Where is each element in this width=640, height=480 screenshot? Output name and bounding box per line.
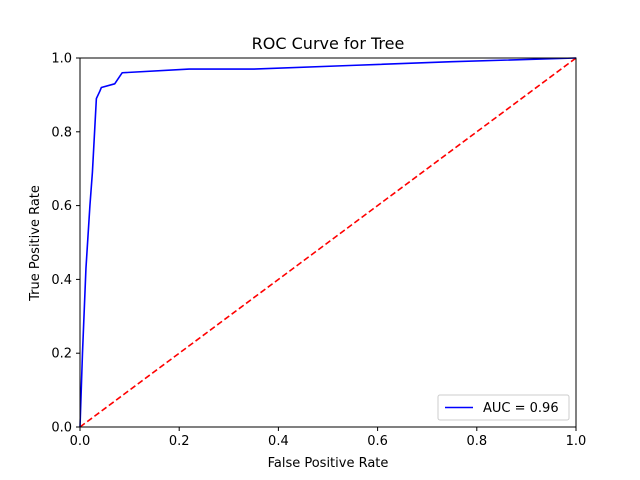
roc-curve-line (79, 57, 577, 428)
y-tick-label: 0.2 (51, 347, 72, 362)
y-tick-label: 0.8 (51, 125, 72, 140)
y-tick-label: 0.4 (51, 273, 72, 288)
baseline-diagonal-line (79, 57, 577, 428)
legend: AUC = 0.96 (437, 394, 570, 421)
x-tick-label: 0.2 (169, 434, 190, 449)
axis-ticks: 0.0 0.2 0.4 0.6 0.8 1.0 0.0 0.2 0.4 0.6 0.8 1.0 (51, 52, 586, 450)
legend-box (437, 394, 570, 421)
x-tick-label: 0.6 (367, 434, 388, 449)
y-axis-label: True Positive Rate (28, 185, 43, 302)
x-tick-label: 1.0 (566, 434, 587, 449)
legend-label: AUC = 0.96 (483, 401, 559, 416)
chart-title: ROC Curve for Tree (252, 34, 405, 53)
x-tick-label: 0.8 (466, 434, 487, 449)
x-axis-label: False Positive Rate (268, 456, 389, 471)
axes-frame (79, 57, 577, 428)
x-tick-label: 0.0 (70, 434, 91, 449)
y-tick-label: 0.6 (51, 199, 72, 214)
x-tick-label: 0.4 (268, 434, 289, 449)
y-tick-label: 1.0 (51, 52, 72, 67)
plot-area (79, 57, 577, 428)
y-tick-label: 0.0 (51, 421, 72, 436)
